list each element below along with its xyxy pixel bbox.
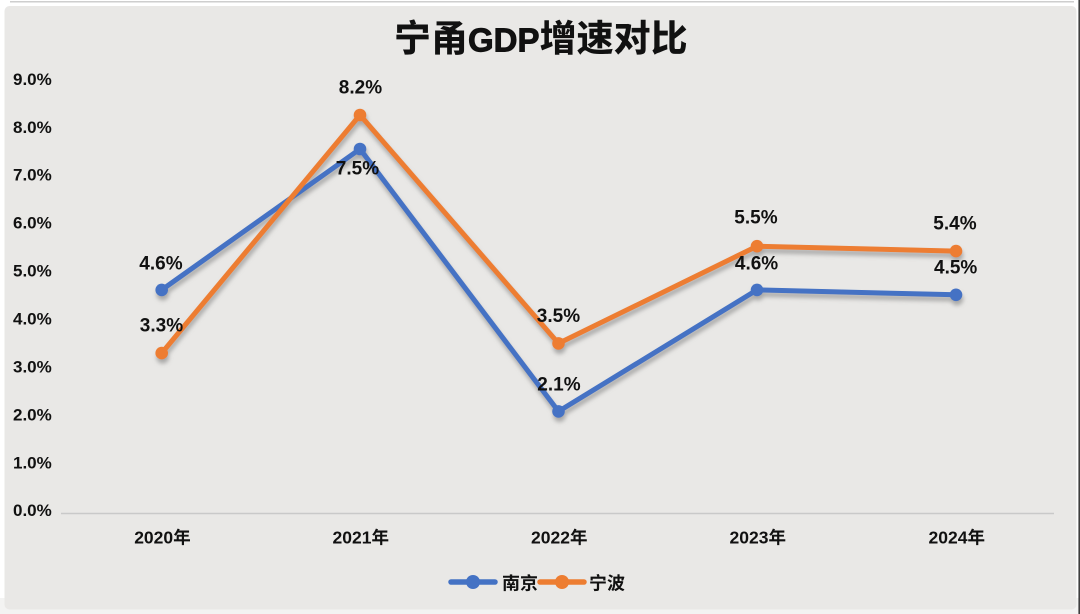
svg-text:2021: 2021 xyxy=(333,528,372,548)
svg-text:5.4%: 5.4% xyxy=(933,214,976,235)
svg-text:2024: 2024 xyxy=(929,528,968,548)
svg-text:3.0%: 3.0% xyxy=(13,357,52,376)
svg-text:8.2%: 8.2% xyxy=(339,78,382,99)
svg-text:6.0%: 6.0% xyxy=(13,214,52,233)
svg-text:1.0%: 1.0% xyxy=(13,453,52,472)
svg-text:5.5%: 5.5% xyxy=(734,208,777,229)
svg-text:2022: 2022 xyxy=(531,528,570,548)
svg-text:4.5%: 4.5% xyxy=(934,258,977,279)
svg-text:4.0%: 4.0% xyxy=(13,310,52,329)
svg-text:7.0%: 7.0% xyxy=(13,166,52,185)
svg-text:7.5%: 7.5% xyxy=(336,159,379,180)
svg-text:4.6%: 4.6% xyxy=(139,254,182,275)
svg-text:4.6%: 4.6% xyxy=(735,254,778,275)
svg-text:2.1%: 2.1% xyxy=(537,375,580,396)
svg-text:3.5%: 3.5% xyxy=(537,306,580,327)
svg-text:9.0%: 9.0% xyxy=(13,70,52,89)
svg-text:2020: 2020 xyxy=(134,528,173,548)
svg-text:2.0%: 2.0% xyxy=(13,405,52,424)
svg-text:8.0%: 8.0% xyxy=(13,118,52,137)
svg-text:GDP: GDP xyxy=(468,21,540,58)
svg-text:0.0%: 0.0% xyxy=(13,501,52,520)
svg-text:2023: 2023 xyxy=(730,528,769,548)
svg-text:5.0%: 5.0% xyxy=(13,262,52,281)
svg-text:3.3%: 3.3% xyxy=(140,316,183,337)
